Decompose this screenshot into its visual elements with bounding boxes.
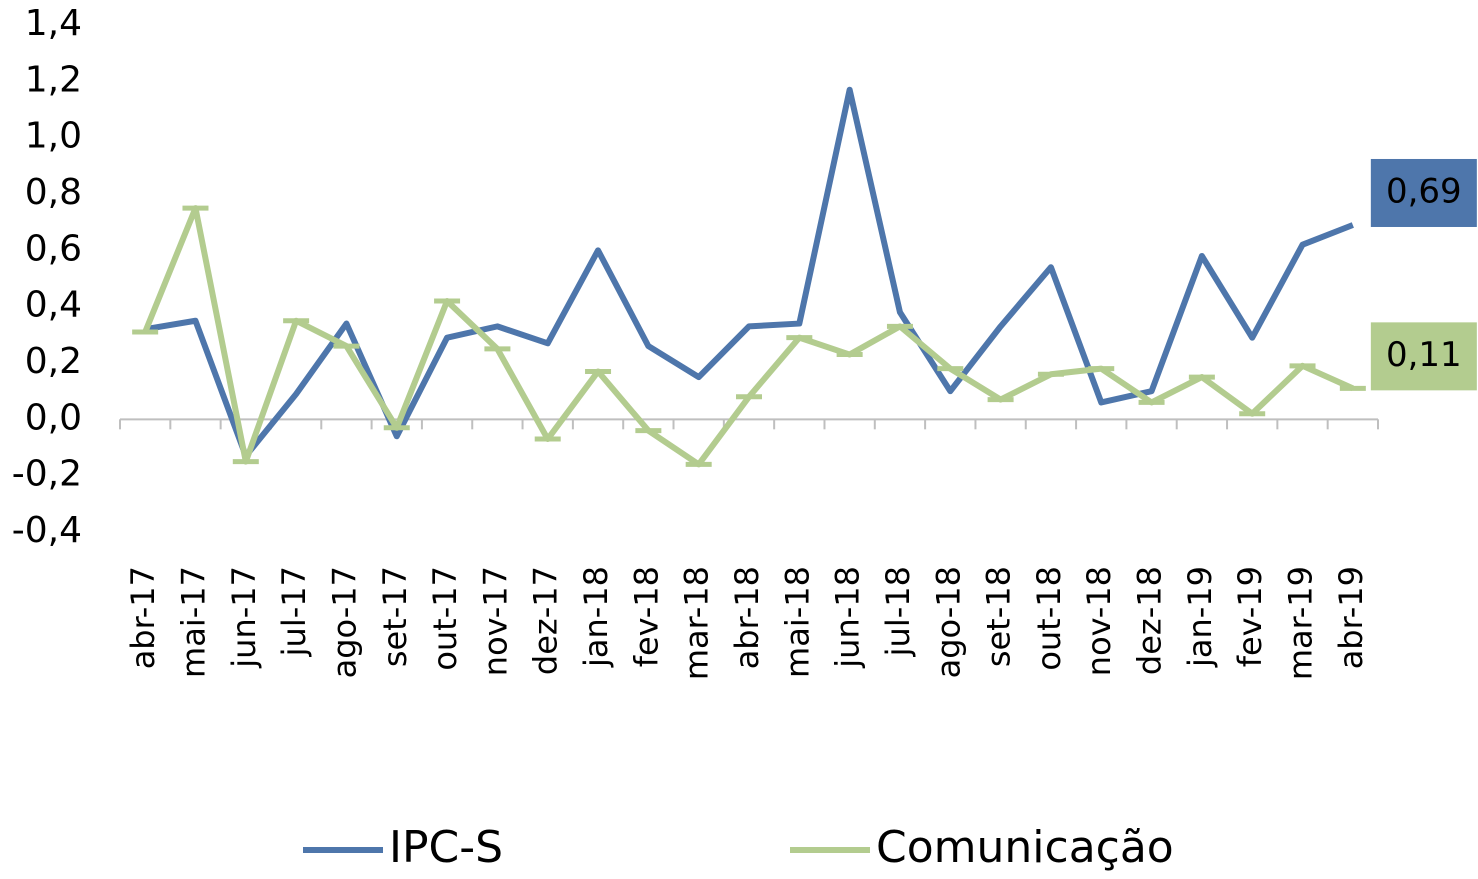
y-tick-label: 0,2 <box>25 341 82 382</box>
y-tick-label: 1,0 <box>25 116 82 157</box>
x-tick-label: mar-18 <box>678 566 716 680</box>
x-tick-label: jan-18 <box>577 566 615 668</box>
x-tick-label: nov-18 <box>1080 566 1118 676</box>
y-tick-label: 0,8 <box>25 172 82 213</box>
y-tick-label: -0,4 <box>12 510 82 551</box>
x-tick-label: out-17 <box>426 566 464 671</box>
x-tick-label: mai-17 <box>174 566 212 678</box>
x-tick-label: out-18 <box>1030 566 1068 671</box>
x-tick-label: abr-19 <box>1332 566 1370 669</box>
x-tick-label: jul-18 <box>879 566 917 657</box>
x-tick-label: jan-19 <box>1181 566 1219 668</box>
series-line <box>144 86 1354 459</box>
x-tick-label: ago-17 <box>325 566 363 678</box>
y-tick-label: 0,6 <box>25 228 82 269</box>
x-tick-label: set-18 <box>980 566 1018 667</box>
x-tick-label: jun-18 <box>829 566 867 669</box>
value-label-box <box>1370 158 1477 227</box>
value-label: 0,69 <box>1386 171 1462 211</box>
x-tick-label: ago-18 <box>929 566 967 678</box>
y-tick-label: -0,2 <box>12 454 82 495</box>
x-tick-label: jul-17 <box>275 566 313 657</box>
y-tick-label: 0,4 <box>25 285 82 326</box>
x-tick-label: dez-18 <box>1131 566 1169 675</box>
x-tick-label: jun-17 <box>225 566 263 669</box>
x-tick-label: set-17 <box>376 566 414 667</box>
value-label-box <box>1370 322 1477 391</box>
x-tick-label: dez-17 <box>527 566 565 675</box>
x-tick-label: abr-18 <box>728 566 766 669</box>
y-tick-label: 0,0 <box>25 397 82 438</box>
y-tick-label: 1,4 <box>25 3 82 44</box>
legend-label: Comunicação <box>876 822 1174 873</box>
legend-label: IPC-S <box>389 822 503 873</box>
x-tick-label: mar-19 <box>1282 566 1320 680</box>
x-tick-label: mai-18 <box>778 566 816 678</box>
x-tick-label: abr-17 <box>124 566 162 669</box>
x-tick-label: fev-18 <box>627 566 665 667</box>
x-tick-label: nov-17 <box>476 566 514 676</box>
x-tick-label: fev-19 <box>1231 566 1269 667</box>
y-tick-label: 1,2 <box>25 59 82 100</box>
value-label: 0,11 <box>1386 335 1462 375</box>
